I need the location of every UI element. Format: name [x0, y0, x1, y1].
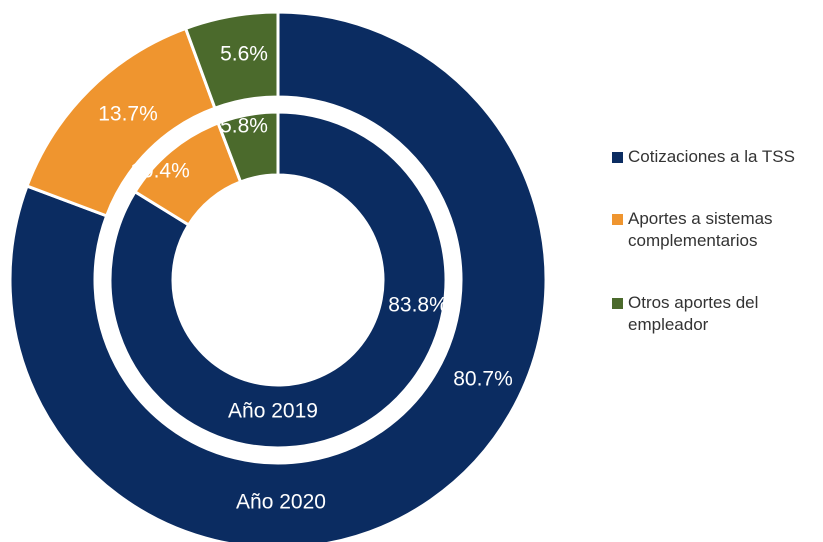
data-label: 10.4%	[130, 160, 190, 183]
legend-item: Aportes a sistemas complementarios	[612, 208, 817, 252]
data-label: 80.7%	[453, 368, 513, 391]
legend-label: Cotizaciones a la TSS	[628, 147, 795, 166]
donut-chart: 83.8% 10.4% 5.8% Año 2019 80.7% 13.7% 5.6% Año …	[8, 10, 548, 542]
legend-label: Otros aportes del empleador	[628, 293, 759, 334]
legend: Cotizaciones a la TSS Aportes a sistemas …	[612, 146, 817, 376]
legend-swatch	[612, 152, 623, 163]
donut-segment	[108, 110, 448, 450]
ring-label: Año 2020	[236, 491, 326, 514]
donut-segment	[8, 10, 548, 542]
donut-segment	[183, 10, 280, 111]
ring-label: Año 2019	[228, 400, 318, 423]
legend-swatch	[612, 298, 623, 309]
legend-item: Cotizaciones a la TSS	[612, 146, 817, 168]
legend-swatch	[612, 214, 623, 225]
legend-item: Otros aportes del empleador	[612, 292, 817, 336]
data-label: 5.6%	[220, 43, 268, 66]
donut-segment	[216, 110, 280, 184]
legend-label: Aportes a sistemas complementarios	[628, 209, 773, 250]
data-label: 83.8%	[388, 294, 448, 317]
data-label: 13.7%	[98, 103, 158, 126]
data-label: 5.8%	[220, 115, 268, 138]
